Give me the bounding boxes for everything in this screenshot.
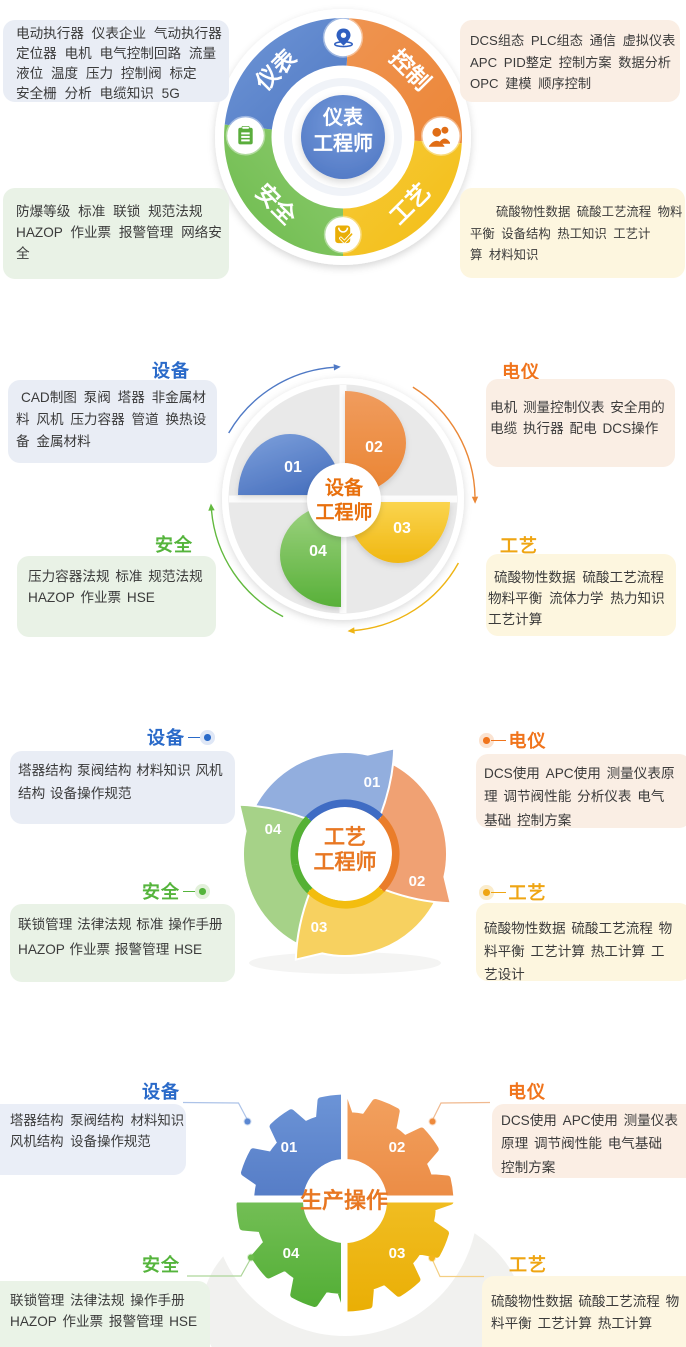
svg-text:工程师: 工程师	[313, 132, 373, 155]
svg-text:工程师: 工程师	[314, 851, 377, 874]
svg-text:仪表: 仪表	[322, 105, 364, 129]
svg-text:02: 02	[389, 1139, 406, 1156]
svg-text:03: 03	[311, 919, 328, 936]
svg-text:03: 03	[393, 520, 411, 537]
svg-text:04: 04	[309, 543, 327, 560]
svg-text:01: 01	[364, 774, 381, 791]
svg-text:工程师: 工程师	[315, 502, 372, 524]
svg-text:04: 04	[265, 821, 282, 838]
svg-text:工艺: 工艺	[324, 825, 366, 849]
svg-text:01: 01	[284, 459, 302, 476]
svg-text:03: 03	[389, 1245, 406, 1262]
svg-text:设备: 设备	[325, 476, 364, 499]
svg-text:生产操作: 生产操作	[300, 1188, 388, 1213]
svg-text:04: 04	[283, 1245, 300, 1262]
svg-text:02: 02	[409, 873, 426, 890]
svg-text:01: 01	[281, 1139, 298, 1156]
svg-text:02: 02	[365, 439, 383, 456]
